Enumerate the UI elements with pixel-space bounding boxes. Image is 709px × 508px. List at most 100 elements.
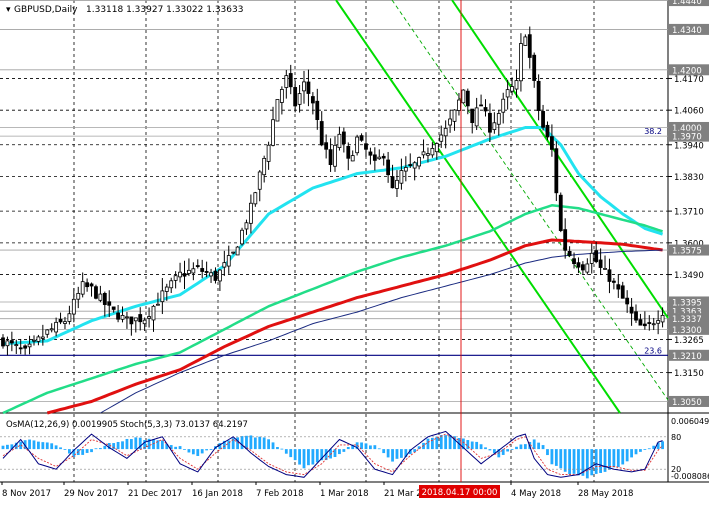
price-candle[interactable] (341, 127, 346, 153)
price-candle[interactable] (138, 307, 143, 331)
price-candle[interactable] (470, 108, 475, 134)
price-candle[interactable] (514, 69, 519, 98)
price-candle[interactable] (417, 156, 422, 170)
price-candle[interactable] (32, 335, 36, 346)
price-candle[interactable] (235, 245, 240, 256)
price-candle[interactable] (116, 305, 120, 323)
price-candle[interactable] (434, 142, 439, 160)
price-candle[interactable] (164, 283, 169, 301)
price-candle[interactable] (240, 227, 244, 246)
price-candle[interactable] (23, 344, 28, 355)
price-candle[interactable] (572, 252, 576, 269)
price-candle[interactable] (178, 262, 182, 283)
price-candle[interactable] (465, 88, 470, 115)
price-candle[interactable] (111, 306, 116, 313)
price-candle[interactable] (71, 288, 76, 323)
price-candle[interactable] (40, 324, 45, 346)
price-candle[interactable] (147, 307, 151, 328)
price-candle[interactable] (474, 97, 479, 131)
price-candle[interactable] (399, 158, 404, 190)
price-candle[interactable] (611, 278, 616, 290)
price-candle[interactable] (5, 336, 10, 356)
price-candle[interactable] (173, 271, 178, 289)
price-candle[interactable] (129, 316, 134, 336)
price-candle[interactable] (651, 317, 656, 331)
price-candle[interactable] (563, 218, 568, 259)
price-candle[interactable] (492, 112, 497, 134)
price-candle[interactable] (209, 268, 213, 283)
price-candle[interactable] (505, 79, 510, 110)
price-candle[interactable] (328, 138, 333, 172)
price-candle[interactable] (85, 278, 90, 292)
price-candle[interactable] (550, 124, 554, 157)
price-candle[interactable] (80, 272, 85, 298)
price-candle[interactable] (271, 106, 275, 147)
price-candle[interactable] (288, 64, 293, 95)
price-candle[interactable] (403, 156, 408, 182)
price-candle[interactable] (616, 274, 621, 298)
price-candle[interactable] (253, 191, 258, 207)
price-candle[interactable] (279, 86, 284, 115)
price-candle[interactable] (337, 126, 342, 151)
price-candle[interactable] (554, 141, 559, 202)
price-candle[interactable] (98, 285, 103, 303)
price-candle[interactable] (523, 34, 528, 46)
price-candle[interactable] (483, 99, 488, 117)
price-candle[interactable] (187, 258, 191, 277)
price-candle[interactable] (302, 70, 306, 104)
price-candle[interactable] (620, 281, 625, 299)
price-candle[interactable] (306, 69, 311, 107)
price-candle[interactable] (642, 311, 647, 330)
price-candle[interactable] (324, 134, 329, 159)
candle-layer[interactable] (1, 26, 665, 356)
price-candle[interactable] (496, 110, 501, 136)
price-candle[interactable] (510, 77, 514, 96)
price-candle[interactable] (169, 277, 174, 294)
price-candle[interactable] (160, 278, 165, 315)
price-candle[interactable] (355, 134, 360, 156)
price-candle[interactable] (191, 262, 196, 281)
price-candle[interactable] (452, 109, 457, 131)
price-candle[interactable] (63, 316, 67, 329)
price-candle[interactable] (372, 147, 377, 171)
price-candle[interactable] (532, 52, 537, 88)
price-candle[interactable] (479, 94, 483, 107)
price-candle[interactable] (36, 334, 41, 346)
price-candle[interactable] (54, 317, 59, 337)
price-candle[interactable] (14, 339, 19, 354)
price-candle[interactable] (156, 292, 160, 306)
price-candle[interactable] (527, 26, 532, 69)
price-candle[interactable] (315, 88, 320, 130)
price-candle[interactable] (629, 298, 634, 326)
price-candle[interactable] (660, 307, 665, 328)
price-candle[interactable] (395, 170, 399, 198)
price-candle[interactable] (625, 290, 630, 313)
price-candle[interactable] (377, 149, 382, 160)
price-candle[interactable] (67, 305, 72, 325)
price-candle[interactable] (266, 141, 271, 170)
price-candle[interactable] (1, 334, 5, 349)
price-candle[interactable] (647, 315, 652, 331)
price-candle[interactable] (102, 291, 107, 317)
price-candle[interactable] (151, 304, 156, 332)
price-candle[interactable] (381, 153, 386, 166)
price-candle[interactable] (76, 286, 81, 309)
price-candle[interactable] (448, 109, 452, 133)
price-candle[interactable] (501, 92, 506, 124)
price-candle[interactable] (576, 257, 581, 274)
price-candle[interactable] (310, 92, 315, 115)
price-candle[interactable] (589, 243, 594, 274)
price-candle[interactable] (545, 121, 550, 141)
price-candle[interactable] (607, 258, 612, 294)
price-candle[interactable] (426, 147, 430, 163)
price-candle[interactable] (541, 104, 545, 131)
price-candle[interactable] (558, 192, 563, 233)
price-candle[interactable] (182, 260, 187, 290)
price-candle[interactable] (603, 255, 607, 270)
price-candle[interactable] (488, 103, 492, 142)
price-candle[interactable] (443, 120, 448, 149)
price-candle[interactable] (218, 269, 222, 291)
price-candle[interactable] (364, 133, 368, 157)
price-candle[interactable] (58, 312, 63, 325)
